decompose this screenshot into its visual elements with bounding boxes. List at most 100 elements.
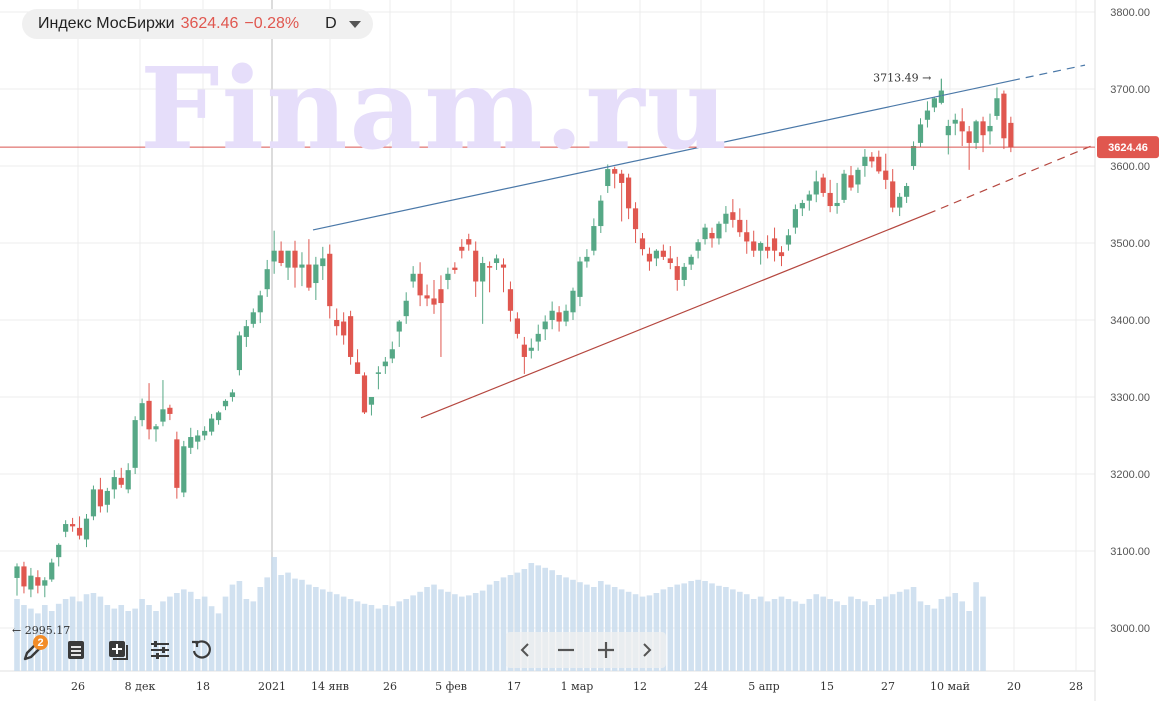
volume-bar bbox=[118, 605, 125, 671]
volume-bar bbox=[382, 605, 389, 671]
volume-bar bbox=[931, 608, 938, 671]
chevron-down-icon[interactable] bbox=[348, 20, 361, 28]
reset-chart-button[interactable] bbox=[186, 633, 218, 667]
volume-bar bbox=[688, 581, 694, 671]
list-icon bbox=[68, 641, 84, 659]
volume-bar bbox=[549, 570, 555, 671]
volume-bar bbox=[125, 611, 131, 671]
volume-bar bbox=[980, 596, 986, 671]
chart-navigation bbox=[506, 632, 666, 668]
volume-bar bbox=[62, 599, 69, 671]
candle-body bbox=[966, 131, 972, 143]
objects-list-button[interactable] bbox=[60, 633, 92, 667]
volume-bar bbox=[869, 605, 875, 671]
volume-bar bbox=[841, 605, 847, 671]
volume-bar bbox=[236, 581, 243, 671]
candle-body bbox=[695, 242, 701, 251]
candle-body bbox=[855, 169, 861, 185]
candle-body bbox=[28, 575, 34, 590]
volume-bar bbox=[278, 575, 284, 671]
volume-bar bbox=[903, 589, 910, 671]
candle-body bbox=[897, 196, 903, 208]
candle-body bbox=[535, 333, 541, 342]
timeframe-selector[interactable]: D bbox=[325, 15, 337, 32]
volume-bar bbox=[445, 591, 451, 671]
candle-body bbox=[785, 235, 792, 245]
volume-bar bbox=[306, 584, 312, 671]
candle-body bbox=[876, 156, 882, 172]
volume-bar bbox=[55, 603, 62, 671]
volume-bar bbox=[848, 596, 854, 671]
volume-bar bbox=[750, 599, 757, 671]
volume-bar bbox=[618, 589, 625, 671]
volume-bar bbox=[90, 593, 97, 671]
candle-body bbox=[667, 258, 673, 264]
chart-settings-button[interactable] bbox=[144, 633, 176, 667]
add-indicator-button[interactable] bbox=[102, 633, 134, 667]
scroll-right-button[interactable] bbox=[630, 634, 662, 666]
volume-bar bbox=[187, 591, 194, 671]
y-tick-label: 3300.00 bbox=[1110, 392, 1150, 404]
zoom-in-button[interactable] bbox=[590, 634, 622, 666]
x-tick-label: 26 bbox=[71, 680, 85, 693]
y-tick-label: 3200.00 bbox=[1110, 469, 1150, 481]
volume-bar bbox=[855, 599, 861, 671]
candle-body bbox=[348, 316, 354, 357]
candle-body bbox=[952, 119, 958, 124]
zoom-out-button[interactable] bbox=[550, 634, 582, 666]
volume-bar bbox=[320, 589, 326, 671]
upper-trendline-ext bbox=[1011, 64, 1086, 82]
candle-body bbox=[765, 246, 771, 251]
x-tick-label: 8 дек bbox=[125, 680, 156, 693]
instrument-legend[interactable]: Индекс МосБиржи 3624.46 −0.28% D bbox=[22, 9, 373, 39]
candle-body bbox=[104, 490, 110, 505]
candle-body bbox=[236, 335, 242, 371]
candle-body bbox=[556, 312, 562, 322]
candle-body bbox=[799, 202, 805, 209]
candle-body bbox=[959, 121, 965, 132]
x-tick-label: 17 bbox=[507, 680, 521, 693]
volume-bar bbox=[695, 579, 701, 671]
candle-body bbox=[778, 252, 785, 257]
volume-bar bbox=[945, 596, 952, 671]
volume-bar bbox=[403, 599, 409, 671]
x-tick-label: 20 bbox=[1007, 680, 1021, 693]
volume-bar bbox=[709, 583, 715, 671]
volume-bar bbox=[792, 601, 799, 671]
candle-body bbox=[410, 273, 416, 282]
candle-body bbox=[605, 169, 611, 187]
candle-body bbox=[619, 173, 625, 183]
candle-body bbox=[341, 321, 347, 336]
volume-bar bbox=[333, 594, 340, 671]
x-tick-label: 15 bbox=[820, 680, 834, 693]
volume-bar bbox=[778, 596, 785, 671]
volume-bar bbox=[556, 575, 562, 671]
candle-body bbox=[70, 524, 76, 527]
candle-body bbox=[368, 397, 375, 405]
volume-bar bbox=[250, 601, 257, 671]
volume-bar bbox=[521, 569, 528, 671]
volume-bar bbox=[111, 608, 118, 671]
volume-bar bbox=[452, 594, 458, 671]
volume-bar bbox=[174, 593, 180, 671]
volume-bar bbox=[702, 581, 708, 671]
scroll-left-button[interactable] bbox=[510, 634, 542, 666]
candle-body bbox=[264, 269, 270, 290]
volume-bars bbox=[14, 557, 986, 671]
candle-body bbox=[987, 125, 993, 132]
candle-body bbox=[938, 90, 944, 103]
x-tick-label: 27 bbox=[881, 680, 895, 693]
volume-bar bbox=[896, 591, 903, 671]
candle-body bbox=[1001, 93, 1007, 139]
draw-tool-button[interactable]: 2 bbox=[18, 633, 50, 667]
candle-body bbox=[834, 202, 840, 207]
y-tick-label: 3100.00 bbox=[1110, 546, 1150, 558]
volume-bar bbox=[493, 581, 500, 671]
candle-body bbox=[320, 258, 326, 267]
candle-body bbox=[257, 295, 263, 313]
volume-bar bbox=[396, 601, 403, 671]
volume-bar bbox=[938, 599, 945, 671]
candle-body bbox=[76, 527, 83, 536]
chart-overlays: 3624.46 3713.49 → ← 2995.17 bbox=[0, 64, 1159, 637]
